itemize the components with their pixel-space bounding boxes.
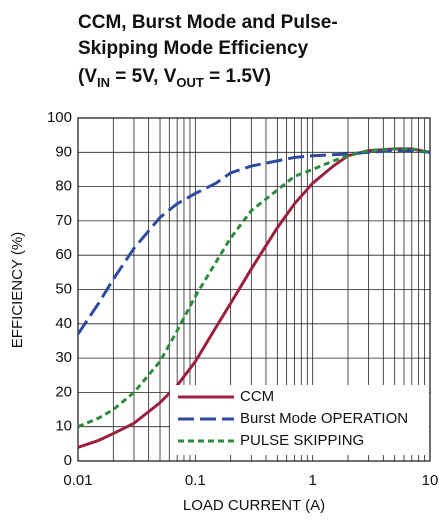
series-line	[77, 147, 431, 429]
x-tick-label: 0.01	[63, 472, 92, 489]
legend-label: CCM	[240, 388, 274, 405]
legend-label: Burst Mode OPERATION	[240, 410, 408, 427]
x-tick-label: 10	[422, 472, 439, 489]
y-tick-label: 60	[55, 246, 72, 263]
legend-label: PULSE SKIPPING	[240, 432, 364, 449]
subtitle-part: = 1.5V)	[204, 66, 271, 87]
subtitle-part: (V	[78, 66, 97, 87]
y-tick-label: 100	[47, 109, 72, 126]
chart-title: CCM, Burst Mode and Pulse-	[78, 12, 338, 33]
chart-title: Skipping Mode Efficiency	[78, 38, 309, 59]
y-tick-label: 40	[55, 315, 72, 332]
y-axis-label: EFFICIENCY (%)	[9, 232, 26, 348]
subtitle-part: = 5V, V	[110, 66, 177, 87]
x-tick-label: 0.1	[185, 472, 206, 489]
series-line	[76, 149, 431, 335]
y-tick-label: 0	[64, 452, 72, 469]
subscript: OUT	[176, 75, 204, 90]
y-tick-label: 20	[55, 383, 72, 400]
y-tick-label: 30	[55, 349, 72, 366]
y-tick-label: 50	[55, 280, 72, 297]
y-tick-label: 90	[55, 143, 72, 160]
y-tick-label: 10	[55, 418, 72, 435]
series-line	[77, 147, 431, 449]
y-tick-label: 80	[55, 178, 72, 195]
chart-subtitle: (VIN = 5V, VOUT = 1.5V)	[78, 66, 271, 90]
x-tick-label: 1	[308, 472, 316, 489]
x-axis-label: LOAD CURRENT (A)	[183, 497, 325, 514]
y-tick-label: 70	[55, 212, 72, 229]
plot-frame	[77, 117, 431, 462]
subscript: IN	[97, 75, 110, 90]
